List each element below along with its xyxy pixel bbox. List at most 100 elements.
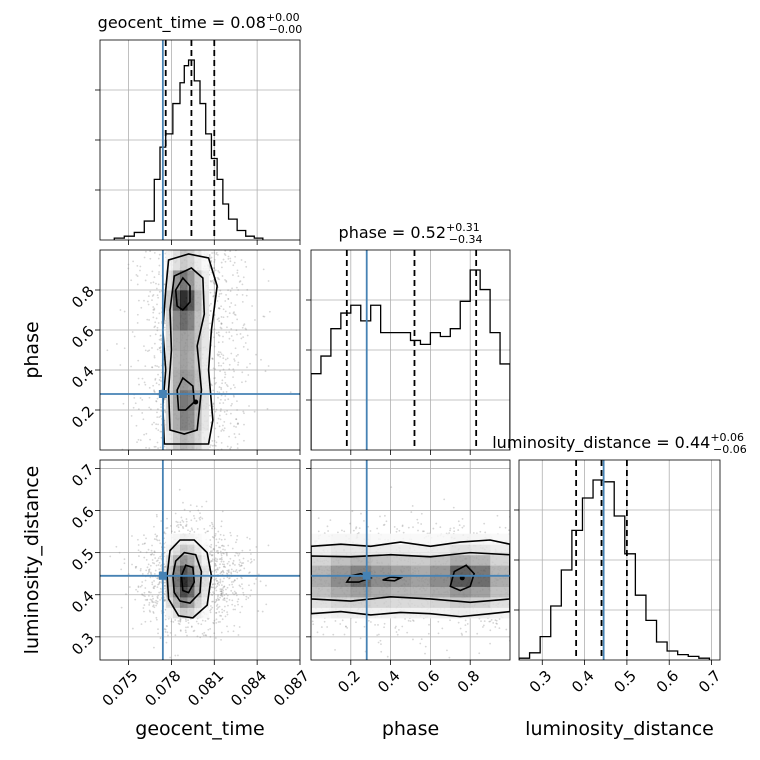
density-cell (187, 586, 195, 598)
density-cell (180, 575, 188, 587)
density-cell (201, 270, 210, 291)
density-cell (172, 350, 181, 371)
density-cell (430, 554, 451, 566)
histogram-phase (311, 269, 510, 450)
density-cell (165, 596, 174, 608)
density-cell (350, 554, 372, 566)
density-cell (370, 596, 392, 608)
contour-dot (193, 399, 199, 405)
density-cell (350, 544, 372, 556)
density-cell (201, 565, 210, 577)
density-cell (187, 270, 195, 291)
density-cell (390, 533, 411, 545)
density-cell (194, 250, 202, 271)
histogram-luminosity_distance (519, 479, 711, 660)
x-tick-label-luminosity_distance: 0.7 (695, 667, 725, 697)
density-cell (172, 575, 181, 587)
density-cell (430, 586, 451, 598)
title-main-luminosity_distance: luminosity_distance = 0.44 (492, 433, 710, 453)
density-cell (410, 544, 431, 556)
density-cell (330, 607, 352, 619)
density-cell (490, 554, 510, 566)
histogram-panel-geocent_time: geocent_time = 0.08+0.00 −0.00 (95, 11, 302, 245)
y-tick-label-phase: 0.8 (68, 282, 98, 312)
y-tick-label-phase: 0.4 (68, 362, 98, 392)
density-cell (470, 544, 491, 556)
panel-frame (310, 459, 511, 661)
density-cell (172, 330, 181, 351)
density-cell (194, 533, 202, 545)
x-tick-label-geocent_time: 0.084 (227, 667, 270, 710)
density-cell (180, 250, 188, 271)
density-cell (350, 586, 372, 598)
title-plus-luminosity_distance: +0.06 (710, 431, 744, 444)
density-cell (172, 430, 181, 450)
x-tick-label-luminosity_distance: 0.3 (526, 667, 556, 697)
density-cell (330, 586, 352, 598)
density-cell (194, 270, 202, 291)
x-tick-label-luminosity_distance: 0.6 (653, 667, 683, 697)
y-tick-label-luminosity_distance: 0.6 (68, 503, 98, 533)
density-cell (187, 410, 195, 431)
density-cell (470, 565, 491, 577)
title-main-geocent_time: geocent_time = 0.08 (98, 13, 266, 33)
density-cell (201, 390, 210, 411)
density-cell (172, 370, 181, 391)
contour-outer (311, 539, 510, 618)
density-cell (194, 544, 202, 556)
contour-inner-1 (176, 376, 196, 411)
density-cell (390, 586, 411, 598)
density-cell (180, 350, 188, 371)
density-cell (201, 430, 210, 450)
panel-frame (310, 249, 511, 451)
density-cell (165, 310, 174, 331)
density-cell (410, 586, 431, 598)
density-cell (350, 607, 372, 619)
density-cell (470, 586, 491, 598)
panel-frame (99, 459, 301, 661)
histogram-panel-phase: phase = 0.52+0.31 −0.34 (306, 221, 511, 455)
density-cell (410, 575, 431, 587)
density-cell (187, 330, 195, 351)
density-cell (165, 330, 174, 351)
density-cell (187, 565, 195, 577)
density-cell (450, 607, 471, 619)
y-tick-label-luminosity_distance: 0.5 (68, 545, 98, 575)
density-cell (370, 554, 392, 566)
density-cell (201, 250, 210, 271)
density-cell (172, 250, 181, 271)
density-cell (180, 544, 188, 556)
density-cell (370, 586, 392, 598)
truth-point (158, 571, 167, 580)
density-cell (194, 310, 202, 331)
density-cell (470, 607, 491, 619)
density-cell (187, 250, 195, 271)
density-cell (490, 544, 510, 556)
density-cell (490, 575, 510, 587)
density-cell (330, 554, 352, 566)
density-cell (330, 575, 352, 587)
contour-mid (311, 551, 510, 604)
density-cell (180, 290, 188, 311)
density-cell (180, 390, 188, 411)
density-cell (311, 565, 332, 577)
density-cell (450, 544, 471, 556)
density-cell (330, 565, 352, 577)
density-cell (172, 533, 181, 545)
x-tick-label-phase: 0.8 (454, 667, 484, 697)
density-cell (194, 290, 202, 311)
x-axis-label-luminosity_distance: luminosity_distance (525, 718, 714, 740)
x-tick-label-geocent_time: 0.078 (141, 667, 184, 710)
density-cell (370, 533, 392, 545)
density-cell (390, 565, 411, 577)
density-cell (370, 607, 392, 619)
density-cell (450, 586, 471, 598)
y-tick-label-luminosity_distance: 0.3 (68, 629, 98, 659)
density-cell (180, 586, 188, 598)
density-cell (470, 533, 491, 545)
density-cell (187, 533, 195, 545)
density-cell (311, 544, 332, 556)
x-tick-label-geocent_time: 0.081 (184, 667, 227, 710)
density-cell (470, 575, 491, 587)
